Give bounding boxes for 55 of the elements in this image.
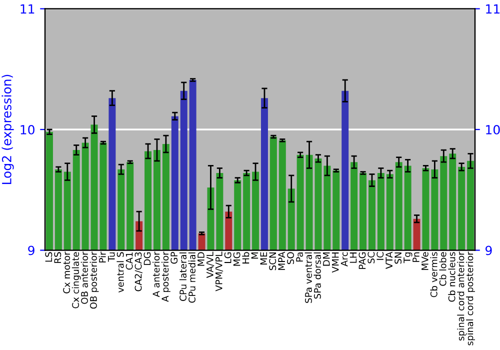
x-tick-label: LS <box>45 252 52 262</box>
x-tick-label: A anterior <box>152 252 160 298</box>
x-tick-label: A posterior <box>162 252 170 302</box>
x-tick-label: Cb vermis <box>430 252 438 298</box>
x-tick-label: Cb nucleus <box>448 252 456 302</box>
x-tick-label: MD <box>198 252 204 266</box>
x-tick-label: Pn <box>412 252 420 262</box>
y-tick-label: 10 <box>20 124 34 134</box>
x-tick-label: Cx motor <box>63 252 70 294</box>
x-tick-label: SN <box>394 252 402 264</box>
x-tick-label: VMH <box>332 252 339 273</box>
x-tick-label: spinal cord posterior <box>466 252 475 346</box>
x-tick-label: SPa dorsal <box>314 252 321 299</box>
x-tick-label: GP <box>170 252 178 264</box>
x-tick-label: SCN <box>269 252 276 270</box>
x-tick-label: Pa <box>296 252 303 262</box>
x-tick-label: SPa ventral <box>304 252 312 303</box>
y-tick-label: 11 <box>20 4 34 14</box>
x-tick-label: VTA <box>386 252 392 269</box>
x-tick-label: VA/VL <box>206 252 214 278</box>
x-tick-label: IC <box>376 252 384 260</box>
x-tick-label: OB anterior <box>80 252 88 304</box>
x-tick-label: CA1 <box>126 252 133 270</box>
x-tick-label: PAG <box>358 252 366 269</box>
x-tick-label: spinal cord anterior <box>457 252 466 341</box>
x-tick-label: CA2/CA3 <box>134 252 142 292</box>
x-tick-label: Arc <box>340 252 348 266</box>
x-tick-label: MG <box>233 252 240 266</box>
x-tick-label: OB posterior <box>90 252 99 309</box>
x-tick-label: M <box>251 252 258 259</box>
y2-tick-label: 11 <box>486 4 500 14</box>
x-tick-label: DG <box>144 252 151 265</box>
x-tick-label: CPu medial <box>188 252 196 303</box>
x-tick-label: SC <box>368 252 375 264</box>
x-tick-label: Hb <box>242 252 250 264</box>
y-tick-label: 9 <box>28 246 34 256</box>
x-tick-label: SO <box>287 252 294 264</box>
x-tick-label: DM <box>323 252 330 266</box>
x-tick-label: CPu lateral <box>179 252 187 301</box>
x-tick-label: Cx cingulate <box>72 252 81 308</box>
x-tick-label: MVe <box>422 252 428 270</box>
x-tick-label: Tu <box>108 252 115 262</box>
x-tick-label: Tg <box>404 252 412 264</box>
x-tick-label: VPM/VPL <box>216 252 224 292</box>
x-tick-label: MPA <box>278 252 285 270</box>
x-tick-label: LH <box>350 252 357 263</box>
x-tick-label: LG <box>224 252 232 263</box>
y2-tick-label: 9 <box>486 246 492 256</box>
y-axis-title: Log2 (expression) <box>2 74 14 184</box>
x-tick-label: ventral S <box>116 252 124 292</box>
y2-tick-label: 10 <box>486 124 500 134</box>
x-tick-label: Pir <box>98 252 106 262</box>
x-tick-label: ME <box>260 252 268 264</box>
x-tick-label: Cb lobe <box>439 252 446 286</box>
x-tick-label: RS <box>54 252 62 263</box>
